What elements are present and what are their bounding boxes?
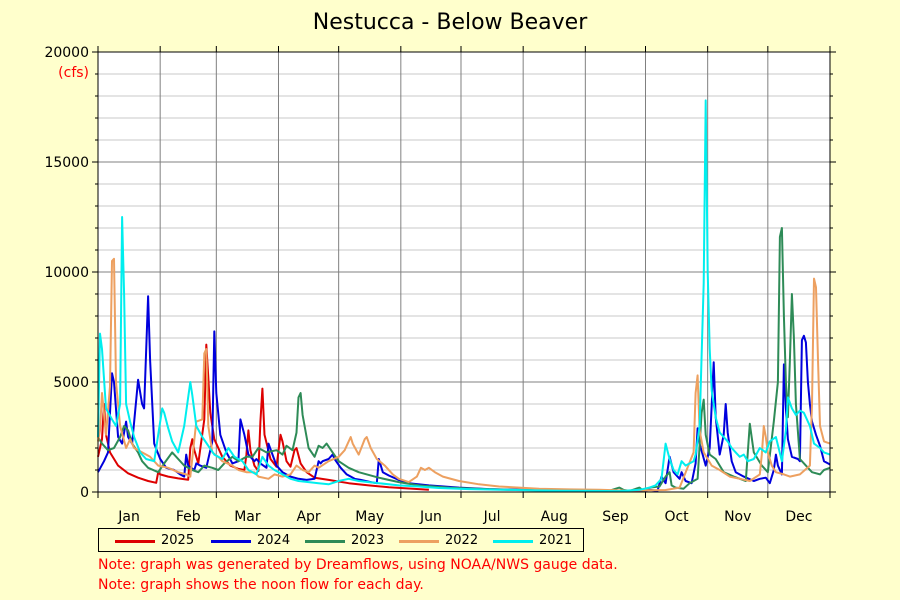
legend: 2025 2024 2023 2022 2021 bbox=[98, 528, 584, 552]
series-line-2022 bbox=[97, 257, 831, 492]
tick-labels: 0 5000 10000 15000 20000 (cfs) Jan Feb Mar Apr May… bbox=[44, 45, 812, 525]
y-tick-label: 0 bbox=[80, 485, 89, 501]
series-line-2021 bbox=[97, 99, 831, 493]
x-tick-label: Sep bbox=[602, 509, 629, 525]
x-tick-label: Oct bbox=[664, 509, 689, 525]
series-line-2024 bbox=[97, 295, 831, 492]
legend-swatch-3 bbox=[399, 540, 439, 543]
y-tick-label: 10000 bbox=[44, 265, 89, 281]
legend-label-1: 2024 bbox=[257, 533, 291, 548]
y-tick-label: 20000 bbox=[44, 45, 89, 61]
x-tick-label: Dec bbox=[785, 509, 812, 525]
x-tick-label: May bbox=[355, 509, 384, 525]
x-tick-label: Jul bbox=[483, 509, 501, 525]
y-tick-label: 5000 bbox=[53, 375, 89, 391]
y-unit-label: (cfs) bbox=[58, 65, 89, 81]
legend-label-4: 2021 bbox=[539, 533, 573, 548]
legend-label-0: 2025 bbox=[161, 533, 195, 548]
legend-swatch-4 bbox=[493, 540, 533, 543]
series-lines bbox=[97, 99, 831, 493]
y-tick-label: 15000 bbox=[44, 155, 89, 171]
x-tick-label: Jun bbox=[419, 509, 442, 525]
legend-label-3: 2022 bbox=[445, 533, 479, 548]
legend-swatch-2 bbox=[305, 540, 345, 543]
note-data-source: Note: graph was generated by Dreamflows,… bbox=[98, 557, 618, 573]
legend-label-2: 2023 bbox=[351, 533, 385, 548]
x-tick-label: Mar bbox=[234, 509, 261, 525]
axes bbox=[92, 46, 836, 498]
x-tick-label: Apr bbox=[296, 509, 320, 525]
x-tick-label: Aug bbox=[541, 509, 568, 525]
chart-title: Nestucca - Below Beaver bbox=[312, 10, 588, 35]
x-tick-label: Nov bbox=[724, 509, 751, 525]
legend-swatch-1 bbox=[211, 540, 251, 543]
legend-swatch-0 bbox=[115, 540, 155, 543]
note-noon-flow: Note: graph shows the noon flow for each… bbox=[98, 577, 424, 593]
x-tick-label: Feb bbox=[176, 509, 201, 525]
x-tick-label: Jan bbox=[117, 509, 140, 525]
